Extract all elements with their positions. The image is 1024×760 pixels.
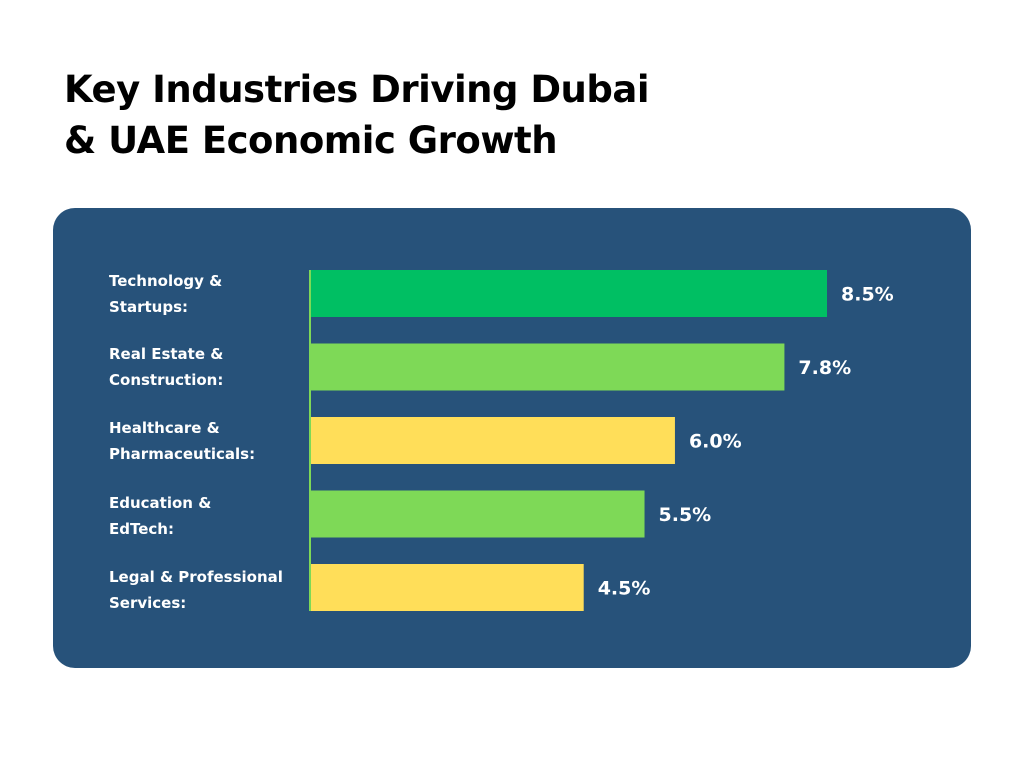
category-label: Technology & Startups: bbox=[109, 272, 223, 316]
value-label: 7.8% bbox=[798, 357, 851, 379]
bar-2 bbox=[310, 417, 675, 464]
chart-title: Key Industries Driving Dubai & UAE Econo… bbox=[64, 64, 650, 166]
bar-chart: 8.5% 7.8% 6.0% 5.5% 4.5% bbox=[309, 270, 894, 611]
category-label: Real Estate & Construction: bbox=[109, 345, 224, 389]
title-line-2: & UAE Economic Growth bbox=[64, 119, 558, 162]
bar-4 bbox=[310, 564, 584, 611]
value-label: 5.5% bbox=[659, 504, 712, 526]
category-label: Legal & Professional Services: bbox=[109, 568, 283, 612]
bar-1 bbox=[310, 343, 785, 391]
title-line-1: Key Industries Driving Dubai bbox=[64, 68, 650, 111]
value-label: 4.5% bbox=[598, 578, 651, 600]
value-label: 8.5% bbox=[841, 284, 894, 306]
category-label: Healthcare & Pharmaceuticals: bbox=[109, 419, 256, 463]
chart-panel: Technology & Startups: Real Estate & Const… bbox=[53, 208, 971, 668]
category-label: Education & EdTech: bbox=[109, 494, 212, 538]
bar-3 bbox=[310, 490, 645, 538]
bar-0 bbox=[310, 270, 827, 317]
value-label: 6.0% bbox=[689, 431, 742, 453]
